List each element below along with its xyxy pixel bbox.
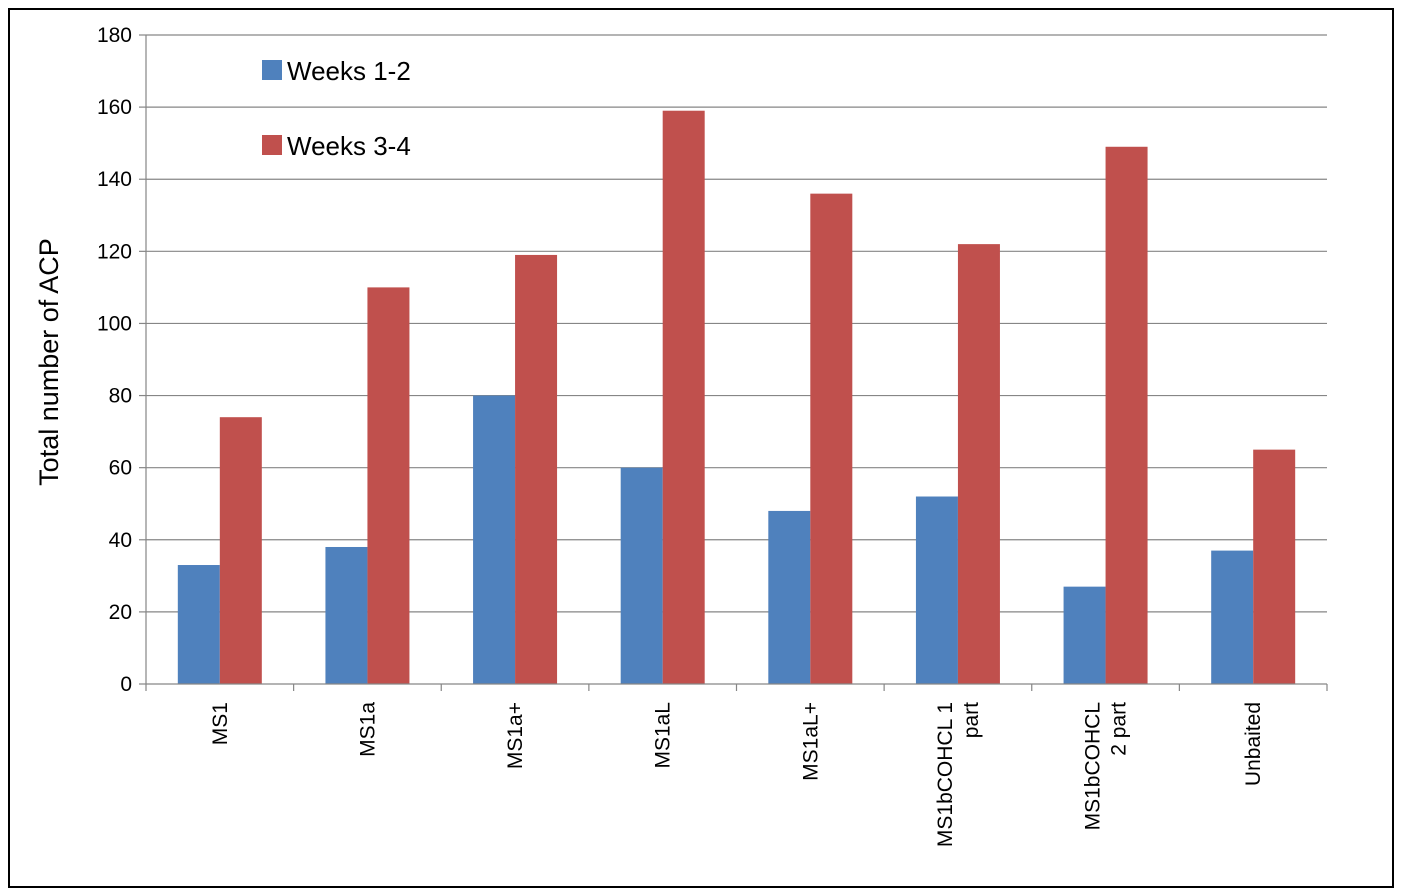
x-tick-label-line: MS1 — [209, 702, 232, 745]
legend-label: Weeks 3-4 — [287, 131, 411, 161]
y-axis-label: Total number of ACP — [34, 238, 64, 486]
bar-weeks-1-2 — [1211, 550, 1254, 684]
x-tick-label: MS1aL — [652, 702, 675, 769]
bar-weeks-3-4 — [810, 193, 853, 684]
x-tick-label-line: Unbaited — [1242, 702, 1265, 786]
bar-weeks-1-2 — [1063, 586, 1106, 684]
x-tick-label-line: 2 part — [1108, 702, 1131, 756]
y-tick-label: 160 — [97, 96, 132, 119]
x-tick-label: MS1a+ — [504, 702, 527, 769]
legend-item: Weeks 3-4 — [262, 131, 411, 161]
legend-label: Weeks 1-2 — [287, 56, 411, 86]
bars — [177, 110, 1296, 684]
y-tick-label: 180 — [97, 24, 132, 47]
y-tick-label: 100 — [97, 312, 132, 335]
x-tick-label: MS1aL+ — [799, 702, 822, 781]
bar-weeks-1-2 — [325, 546, 368, 684]
x-tick-label: MS1a — [356, 702, 379, 757]
axes — [145, 35, 1328, 691]
x-axis-labels: MS1 MS1a MS1a+ MS1aL MS1aL+ MS1bCOHCL 1 part MS… — [209, 702, 1265, 847]
y-tick-label: 0 — [120, 673, 132, 696]
bar-weeks-3-4 — [662, 110, 705, 684]
bar-weeks-1-2 — [473, 395, 516, 684]
x-tick-label: Unbaited — [1242, 702, 1265, 786]
x-tick-label-line: MS1aL — [652, 702, 675, 769]
bar-weeks-1-2 — [915, 496, 958, 684]
y-tick-label: 60 — [109, 457, 132, 480]
y-tick-label: 140 — [97, 168, 132, 191]
bar-weeks-3-4 — [1105, 146, 1148, 684]
x-tick-label-line: MS1a+ — [504, 702, 527, 769]
bar-weeks-1-2 — [768, 510, 811, 684]
x-tick-label-line: MS1a — [356, 702, 379, 757]
y-tick-label: 120 — [97, 240, 132, 263]
bar-weeks-1-2 — [620, 467, 663, 684]
y-axis-ticks: 0 20 40 60 80 100 120 140 160 180 — [97, 24, 146, 696]
legend: Weeks 1-2 Weeks 3-4 — [262, 56, 411, 161]
bar-weeks-3-4 — [957, 244, 1000, 684]
legend-swatch — [262, 135, 282, 155]
legend-item: Weeks 1-2 — [262, 56, 411, 86]
gridlines — [146, 34, 1327, 613]
y-tick-label: 20 — [109, 601, 132, 624]
bar-weeks-3-4 — [219, 417, 262, 684]
bar-weeks-3-4 — [515, 254, 558, 684]
legend-swatch — [262, 60, 282, 80]
x-tick-label-line: part — [960, 702, 983, 738]
x-tick-label-line: MS1bCOHCL — [1082, 702, 1105, 830]
bar-weeks-3-4 — [367, 287, 410, 684]
y-tick-label: 40 — [109, 529, 132, 552]
x-tick-label: MS1 — [209, 702, 232, 745]
x-tick-label-line: MS1aL+ — [799, 702, 822, 781]
bar-weeks-3-4 — [1253, 449, 1296, 684]
x-tick-label: MS1bCOHCL 1 part — [934, 702, 983, 847]
bar-weeks-1-2 — [177, 565, 220, 684]
x-tick-label: MS1bCOHCL 2 part — [1082, 702, 1131, 831]
y-tick-label: 80 — [109, 385, 132, 408]
x-tick-label-line: MS1bCOHCL 1 — [934, 702, 957, 847]
